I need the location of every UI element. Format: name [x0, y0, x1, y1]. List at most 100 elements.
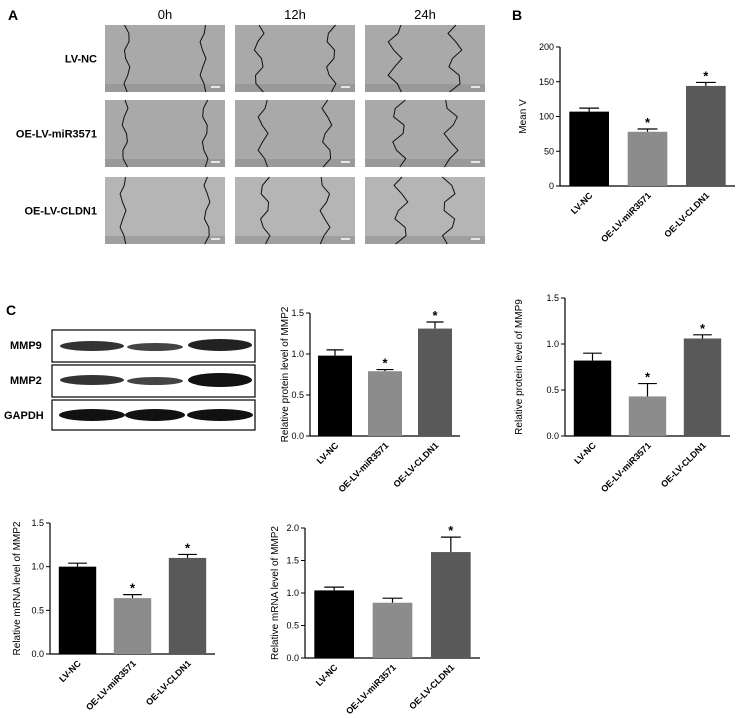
y-tick-label: 1.0 — [291, 349, 304, 359]
band — [59, 409, 125, 421]
y-tick-label: 0 — [549, 181, 554, 191]
shading — [235, 236, 355, 244]
shading — [235, 159, 355, 167]
significance: * — [700, 321, 706, 336]
band — [127, 377, 183, 385]
column-label: 24h — [414, 7, 436, 22]
wound-edge — [203, 176, 211, 245]
wound-edge — [119, 176, 127, 245]
y-tick-label: 100 — [539, 112, 554, 122]
bar — [573, 360, 612, 436]
shading — [235, 84, 355, 92]
bar — [58, 566, 97, 654]
x-tick-label: OE-LV-CLDN1 — [144, 658, 193, 707]
band — [188, 373, 252, 387]
y-tick-label: 1.5 — [286, 556, 299, 566]
y-tick-label: 1.5 — [546, 293, 559, 303]
y-axis-label: Relative protein level of MMP2 — [280, 306, 291, 442]
micrograph — [235, 25, 355, 92]
band — [188, 339, 252, 351]
panel-label: A — [8, 7, 18, 23]
bar — [627, 131, 668, 186]
y-tick-label: 0.5 — [291, 390, 304, 400]
y-axis-label: Relative mRNA level of MMP2 — [270, 526, 281, 660]
x-tick-label: OE-LV-miR3571 — [599, 190, 653, 244]
column-label: 0h — [158, 7, 172, 22]
micrograph — [235, 177, 355, 244]
significance: * — [382, 356, 388, 371]
y-tick-label: 1.5 — [31, 518, 44, 528]
wound-edge — [326, 24, 337, 93]
wound-edge — [441, 176, 456, 245]
bar — [168, 557, 207, 654]
y-tick-label: 1.0 — [31, 562, 44, 572]
column-label: 12h — [284, 7, 306, 22]
y-axis-label: Relative mRNA level of MMP2 — [12, 521, 23, 655]
bar — [318, 355, 352, 436]
wound-edge — [199, 24, 207, 93]
micrograph — [235, 100, 355, 167]
x-tick-label: LV-NC — [315, 440, 341, 466]
y-tick-label: 0.5 — [286, 621, 299, 631]
bar — [368, 371, 402, 436]
bar — [431, 552, 471, 658]
micrograph — [365, 100, 485, 167]
significance: * — [185, 540, 191, 555]
bar — [372, 602, 413, 658]
x-tick-label: OE-LV-CLDN1 — [407, 662, 456, 711]
x-tick-label: LV-NC — [57, 658, 83, 684]
y-tick-label: 0.0 — [286, 653, 299, 663]
x-tick-label: OE-LV-CLDN1 — [659, 440, 708, 489]
significance: * — [432, 308, 438, 323]
shading — [105, 159, 225, 167]
band — [187, 409, 253, 421]
micrograph — [365, 25, 485, 92]
y-tick-label: 150 — [539, 77, 554, 87]
wound-edge — [253, 24, 265, 93]
shading — [365, 159, 485, 167]
x-tick-label: OE-LV-miR3571 — [599, 440, 653, 494]
y-tick-label: 1.0 — [546, 339, 559, 349]
y-tick-label: 0.5 — [546, 385, 559, 395]
x-tick-label: OE-LV-miR3571 — [344, 662, 398, 716]
significance: * — [645, 370, 651, 385]
y-tick-label: 0.0 — [291, 431, 304, 441]
bar — [569, 111, 609, 186]
band — [60, 375, 124, 385]
row-label: OE-LV-CLDN1 — [24, 206, 97, 218]
bar — [418, 328, 452, 436]
wound-edge — [443, 99, 459, 168]
x-tick-label: OE-LV-CLDN1 — [662, 190, 711, 239]
y-axis-label: Relative protein level of MMP9 — [514, 299, 525, 435]
wound-edge — [201, 99, 209, 168]
shading — [105, 236, 225, 244]
row-label: OE-LV-miR3571 — [16, 129, 97, 141]
shading — [365, 236, 485, 244]
micrograph — [105, 100, 225, 167]
significance: * — [448, 523, 454, 538]
wound-edge — [121, 99, 129, 168]
wound-edge — [393, 176, 409, 245]
wound-edge — [257, 99, 269, 168]
blot-label: MMP9 — [10, 340, 42, 352]
wound-edge — [387, 24, 403, 93]
bar — [314, 590, 354, 658]
wound-edge — [392, 99, 407, 168]
western-blot — [51, 329, 256, 431]
x-tick-label: OE-LV-miR3571 — [84, 658, 138, 712]
y-tick-label: 1.5 — [291, 308, 304, 318]
x-tick-label: LV-NC — [569, 190, 595, 216]
significance: * — [703, 68, 709, 83]
y-axis-label: Mean V — [518, 99, 529, 134]
x-tick-label: OE-LV-miR3571 — [336, 440, 390, 494]
significance: * — [645, 115, 651, 130]
band — [127, 343, 183, 351]
y-tick-label: 50 — [544, 146, 554, 156]
y-tick-label: 0.0 — [546, 431, 559, 441]
wound-edge — [260, 176, 271, 245]
significance: * — [130, 581, 136, 596]
micrograph — [105, 25, 225, 92]
wound-edge — [447, 24, 463, 93]
wound-edge — [319, 176, 331, 245]
